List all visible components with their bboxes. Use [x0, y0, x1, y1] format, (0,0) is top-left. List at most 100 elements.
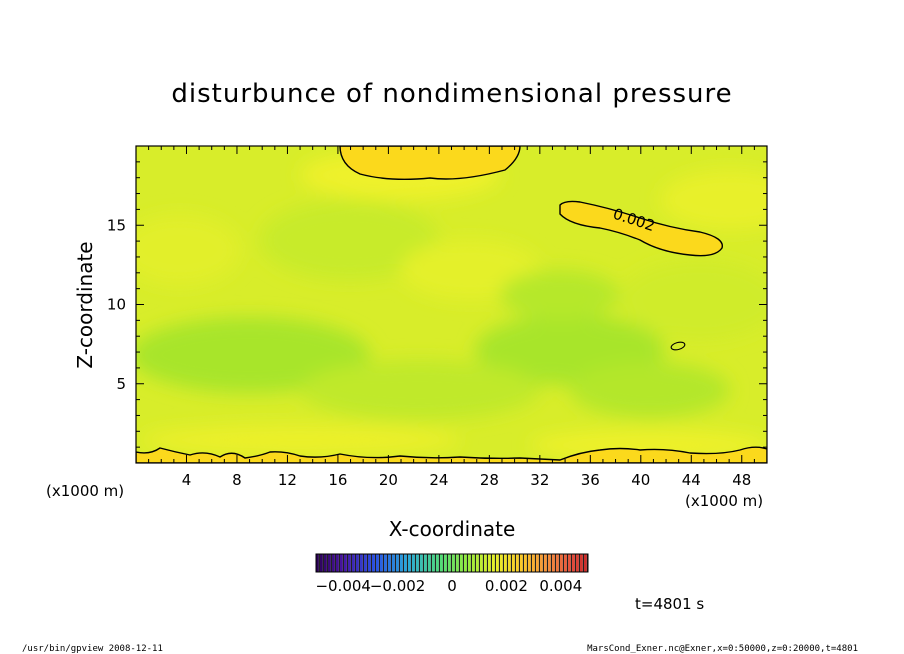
colorbar-cell [380, 554, 383, 572]
colorbar-cell [536, 554, 539, 572]
colorbar-cell-sep [550, 554, 552, 572]
colorbar-cell [396, 554, 399, 572]
colorbar-cell [484, 554, 487, 572]
colorbar-cell-sep [490, 554, 492, 572]
colorbar-cell [456, 554, 459, 572]
colorbar-cell-sep [554, 554, 556, 572]
y-axis-label: Z-coordinate [73, 241, 97, 368]
footer-right: MarsCond_Exner.nc@Exner,x=0:50000,z=0:20… [587, 644, 858, 654]
colorbar-cell [344, 554, 347, 572]
colorbar-cell [576, 554, 579, 572]
colorbar-cell-sep [414, 554, 416, 572]
colorbar-labels: −0.004−0.002 0 0.002 0.004 [315, 577, 582, 595]
y-tick-label: 10 [107, 296, 126, 314]
colorbar-cell [568, 554, 571, 572]
colorbar-cell-sep [366, 554, 368, 572]
colorbar-cell-sep [586, 554, 588, 572]
x-unit-left: (x1000 m) [46, 482, 124, 500]
colorbar-cell-sep [458, 554, 460, 572]
colorbar-cell-sep [402, 554, 404, 572]
colorbar-cell [404, 554, 407, 572]
colorbar-cell-sep [342, 554, 344, 572]
colorbar-cell [508, 554, 511, 572]
colorbar-cell [328, 554, 331, 572]
colorbar-cell [416, 554, 419, 572]
colorbar-cell-sep [410, 554, 412, 572]
colorbar-cell-sep [330, 554, 332, 572]
colorbar-cell-sep [542, 554, 544, 572]
colorbar-cell-sep [398, 554, 400, 572]
colorbar-cell [388, 554, 391, 572]
colorbar-cell-sep [502, 554, 504, 572]
colorbar-cell-sep [322, 554, 324, 572]
colorbar-cell-sep [474, 554, 476, 572]
x-tick-label: 20 [379, 471, 398, 489]
footer-left: /usr/bin/gpview 2008-12-11 [22, 644, 163, 654]
colorbar-cell-sep [346, 554, 348, 572]
colorbar-cell-sep [570, 554, 572, 572]
colorbar-cell [336, 554, 339, 572]
colorbar-cell-sep [534, 554, 536, 572]
colorbar-cell [376, 554, 379, 572]
colorbar-cell [412, 554, 415, 572]
colorbar-cell [556, 554, 559, 572]
colorbar-cell [348, 554, 351, 572]
colorbar-cell [420, 554, 423, 572]
colorbar-cell-sep [382, 554, 384, 572]
colorbar-cell [448, 554, 451, 572]
colorbar-cell-sep [390, 554, 392, 572]
colorbar-cell [580, 554, 583, 572]
colorbar-cell [452, 554, 455, 572]
colorbar-cell-sep [426, 554, 428, 572]
colorbar-cell-sep [338, 554, 340, 572]
colorbar-cell-sep [326, 554, 328, 572]
contour-bottom [136, 446, 767, 463]
heatmap-field: 0.002 [136, 146, 767, 463]
colorbar-cell [492, 554, 495, 572]
colorbar-cell-sep [466, 554, 468, 572]
colorbar-cell [432, 554, 435, 572]
field-blobs [136, 150, 767, 460]
colorbar-cell [360, 554, 363, 572]
colorbar-cell [436, 554, 439, 572]
colorbar-cell [440, 554, 443, 572]
colorbar-cell-sep [478, 554, 480, 572]
colorbar-cell-sep [546, 554, 548, 572]
time-label: t=4801 s [635, 595, 704, 613]
x-tick-label: 28 [480, 471, 499, 489]
colorbar-cell [520, 554, 523, 572]
colorbar-cell-sep [350, 554, 352, 572]
colorbar-cell-sep [470, 554, 472, 572]
colorbar-cell-sep [538, 554, 540, 572]
colorbar-cell-sep [406, 554, 408, 572]
colorbar-cell-sep [422, 554, 424, 572]
colorbar-cell-sep [510, 554, 512, 572]
colorbar-cell [340, 554, 343, 572]
colorbar-cell [428, 554, 431, 572]
colorbar-cell-sep [566, 554, 568, 572]
colorbar-cell [560, 554, 563, 572]
colorbar-cell-sep [526, 554, 528, 572]
colorbar-cell-sep [334, 554, 336, 572]
colorbar-cell [368, 554, 371, 572]
colorbar-cell [572, 554, 575, 572]
colorbar-cell-sep [450, 554, 452, 572]
contour-small [670, 341, 686, 351]
colorbar-cell [544, 554, 547, 572]
colorbar-cell [524, 554, 527, 572]
colorbar-cell [352, 554, 355, 572]
colorbar-cell-sep [486, 554, 488, 572]
y-tick-label: 15 [107, 216, 126, 234]
x-tick-label: 4 [182, 471, 192, 489]
colorbar-cell-sep [386, 554, 388, 572]
colorbar-frame [315, 553, 589, 573]
colorbar-cell [444, 554, 447, 572]
colorbar-cell-sep [438, 554, 440, 572]
colorbar-cell-sep [442, 554, 444, 572]
x-tick-label: 16 [328, 471, 347, 489]
colorbar-cell [540, 554, 543, 572]
colorbar-cell [320, 554, 323, 572]
colorbar-cell-sep [378, 554, 380, 572]
colorbar-cell-sep [562, 554, 564, 572]
